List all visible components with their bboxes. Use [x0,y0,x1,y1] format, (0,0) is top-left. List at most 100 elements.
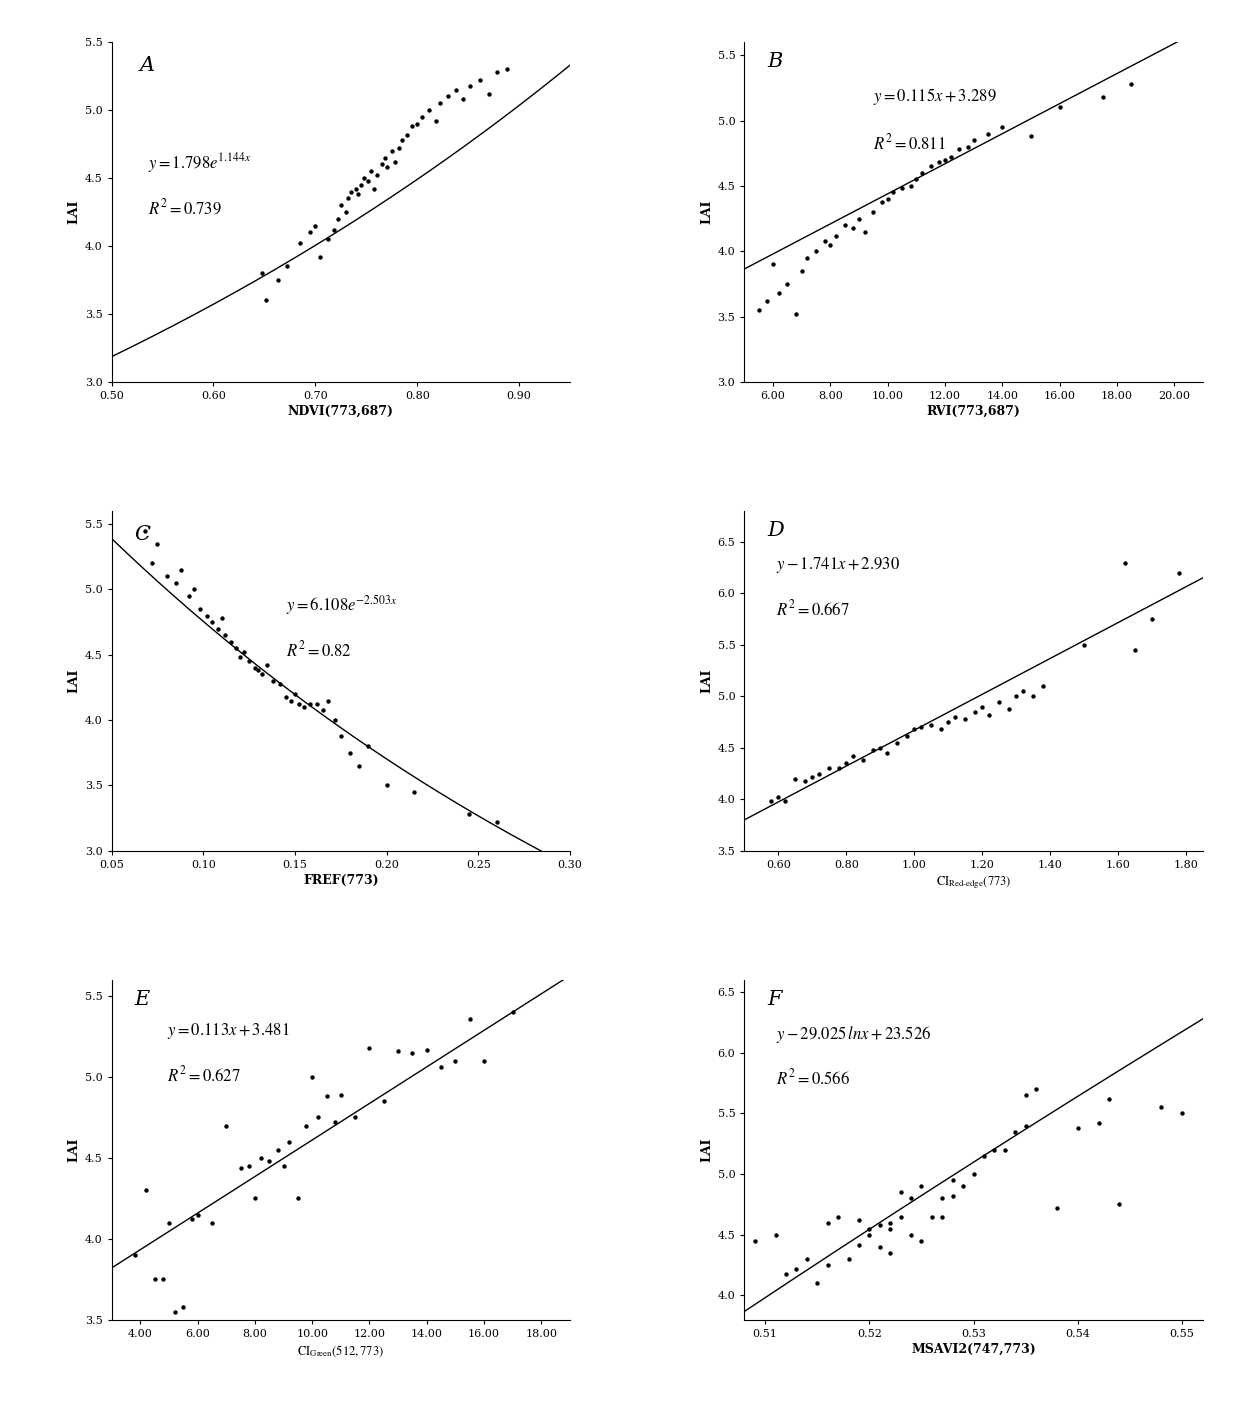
Text: $y = 1.798e^{1.144x}$: $y = 1.798e^{1.144x}$ [149,150,252,176]
Point [231,646,250,668]
Text: $R^2 = 0.627$: $R^2 = 0.627$ [166,1064,241,1085]
Point [446,79,466,101]
Point [807,1272,827,1294]
Point [274,1155,294,1178]
Y-axis label: LAI: LAI [701,199,713,225]
Point [259,1150,279,1172]
Point [1016,1084,1035,1106]
Point [1169,562,1189,584]
Text: C: C [134,525,150,543]
Point [821,233,841,256]
Point [430,93,450,115]
Point [487,812,507,834]
Point [340,741,360,764]
Point [185,578,205,601]
Point [911,716,931,739]
Point [239,1155,259,1178]
Point [921,715,941,737]
Point [470,69,490,91]
Point [929,152,949,174]
Point [425,110,445,132]
Point [208,618,228,640]
Point [1049,97,1069,119]
Point [397,124,417,146]
Point [289,694,309,716]
Point [904,717,924,740]
Point [963,1163,983,1185]
Point [911,1230,931,1252]
Point [233,642,253,664]
Point [901,1223,921,1245]
X-axis label: NDVI(773,687): NDVI(773,687) [288,406,394,418]
Point [775,790,795,813]
Point [806,240,826,263]
Point [182,1209,202,1231]
Point [417,1039,436,1061]
Point [268,268,288,291]
Point [945,706,965,729]
X-axis label: $\mathrm{CI_{Green}(512,773)}$: $\mathrm{CI_{Green}(512,773)}$ [298,1344,384,1359]
Point [404,781,424,803]
Point [898,724,918,747]
Point [253,263,273,285]
Text: $y = 0.115x + 3.289$: $y = 0.115x + 3.289$ [873,86,997,107]
Point [890,1206,910,1228]
Point [880,1217,900,1240]
X-axis label: FREF(773): FREF(773) [303,875,378,887]
Point [836,753,856,775]
Point [355,167,374,190]
Point [319,689,339,712]
Point [950,138,970,160]
Point [166,571,186,594]
Point [300,222,320,244]
Point [179,584,198,607]
Point [954,1175,973,1198]
Point [336,201,356,223]
Point [308,694,327,716]
Point [124,1244,144,1266]
Point [145,1268,165,1290]
Point [312,698,332,720]
Point [389,138,409,160]
Point [1047,1196,1066,1219]
Point [300,694,320,716]
Point [216,1115,236,1137]
Point [331,194,351,216]
Point [459,803,479,826]
Point [796,769,816,792]
Y-axis label: LAI: LAI [701,668,713,694]
Point [1121,73,1141,95]
Point [906,168,926,191]
Point [143,552,162,574]
Point [310,246,330,268]
Point [749,299,769,322]
Point [438,86,458,108]
Point [148,532,167,555]
Text: $R^2 = 0.667$: $R^2 = 0.667$ [776,600,851,619]
Point [901,1188,921,1210]
Point [221,630,241,653]
Point [1151,1097,1171,1119]
Point [972,695,992,717]
Point [761,790,781,813]
Point [777,272,797,295]
Point [935,149,955,171]
Point [268,1139,288,1161]
Point [932,1206,952,1228]
Point [963,129,983,152]
Point [913,161,932,184]
Point [358,736,378,758]
Point [171,559,191,581]
Point [325,1111,345,1133]
Point [460,1008,480,1031]
Point [920,154,940,177]
Point [853,748,873,771]
Point [316,1085,336,1108]
Point [339,187,358,209]
Point [156,566,176,588]
Point [325,709,345,731]
Point [870,737,890,760]
Point [872,191,892,213]
Point [244,657,264,680]
Text: $R^2 = 0.566$: $R^2 = 0.566$ [776,1068,851,1088]
